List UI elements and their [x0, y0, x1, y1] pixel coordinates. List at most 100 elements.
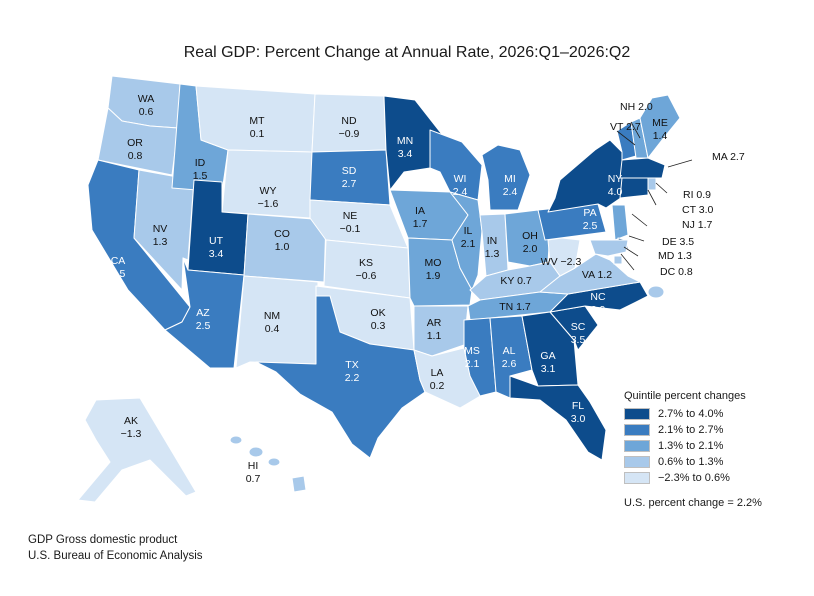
- state-value-wa: 0.6: [139, 106, 154, 118]
- hawaii-island: [248, 446, 264, 458]
- state-value-ia: 1.7: [413, 218, 428, 230]
- state-abbr-or: OR: [127, 137, 143, 149]
- state-value-ca: 2.5: [111, 268, 126, 280]
- state-abbr-nv: NV: [153, 223, 168, 235]
- state-label-dc: DC 0.8: [660, 266, 693, 278]
- hawaii-island: [229, 435, 243, 445]
- coastal-inset-marker: [647, 285, 665, 299]
- state-value-ar: 1.1: [427, 330, 442, 342]
- state-value-co: 1.0: [275, 241, 290, 253]
- state-value-mo: 1.9: [426, 270, 441, 282]
- map-title: Real GDP: Percent Change at Annual Rate,…: [183, 44, 631, 61]
- state-value-id: 1.5: [193, 170, 208, 182]
- state-ar: [413, 305, 469, 357]
- state-ak: [77, 397, 197, 503]
- state-value-al: 2.6: [502, 358, 517, 370]
- state-ct: [619, 177, 649, 199]
- state-abbr-ak: AK: [124, 415, 138, 427]
- state-label-nj: NJ 1.7: [682, 219, 713, 231]
- state-abbr-in: IN: [487, 235, 498, 247]
- state-value-la: 0.2: [430, 380, 445, 392]
- state-abbr-ny: NY: [608, 173, 623, 185]
- legend: Quintile percent changes 2.7% to 4.0% 2.1…: [624, 390, 746, 486]
- state-abbr-ut: UT: [209, 235, 224, 247]
- legend-item: 2.7% to 4.0%: [624, 406, 746, 422]
- hawaii-island: [267, 457, 281, 467]
- state-value-ny: 4.0: [608, 186, 623, 198]
- state-abbr-nm: NM: [264, 310, 280, 322]
- state-abbr-hi: HI: [248, 460, 259, 472]
- state-abbr-mi: MI: [504, 173, 516, 185]
- state-dc: [613, 255, 623, 265]
- state-abbr-pa: PA: [583, 207, 596, 219]
- state-abbr-wa: WA: [138, 93, 155, 105]
- state-label-va: VA 1.2: [582, 269, 612, 281]
- state-md: [589, 239, 629, 257]
- state-abbr-sc: SC: [571, 321, 586, 333]
- state-abbr-ca: CA: [111, 255, 126, 267]
- state-tx: [255, 295, 426, 459]
- state-value-sd: 2.7: [342, 178, 357, 190]
- state-value-tx: 2.2: [345, 372, 360, 384]
- state-abbr-il: IL: [464, 225, 473, 237]
- legend-label: −2.3% to 0.6%: [658, 472, 730, 484]
- state-value-ne: −0.1: [340, 223, 361, 235]
- legend-item: 0.6% to 1.3%: [624, 454, 746, 470]
- legend-swatch: [624, 440, 650, 452]
- state-abbr-ne: NE: [343, 210, 358, 222]
- state-abbr-me: ME: [652, 117, 668, 129]
- state-value-me: 1.4: [653, 130, 668, 142]
- state-abbr-nc: NC: [590, 291, 606, 303]
- state-label-ky: KY 0.7: [500, 275, 531, 287]
- state-label-nh: NH 2.0: [620, 101, 653, 113]
- state-value-wi: 2.4: [453, 186, 468, 198]
- state-fl: [509, 375, 607, 461]
- state-abbr-az: AZ: [196, 307, 210, 319]
- state-shapes: [77, 75, 681, 503]
- state-nm: [235, 275, 319, 369]
- state-ri: [647, 177, 657, 191]
- legend-label: 1.3% to 2.1%: [658, 440, 724, 452]
- state-abbr-al: AL: [503, 345, 516, 357]
- state-value-ut: 3.4: [209, 248, 224, 260]
- state-abbr-oh: OH: [522, 230, 538, 242]
- state-value-or: 0.8: [128, 150, 143, 162]
- legend-label: 2.1% to 2.7%: [658, 424, 724, 436]
- leader-lines: [616, 121, 693, 271]
- state-value-wy: −1.6: [258, 198, 279, 210]
- state-value-ok: 0.3: [371, 320, 386, 332]
- state-value-ms: 2.1: [465, 358, 480, 370]
- state-abbr-id: ID: [195, 157, 206, 169]
- legend-title: Quintile percent changes: [624, 390, 746, 402]
- state-value-ak: −1.3: [121, 428, 142, 440]
- state-abbr-co: CO: [274, 228, 290, 240]
- legend-swatch: [624, 472, 650, 484]
- state-abbr-ga: GA: [540, 350, 555, 362]
- state-abbr-ks: KS: [359, 257, 373, 269]
- state-abbr-fl: FL: [572, 400, 584, 412]
- state-label-tn: TN 1.7: [499, 301, 531, 313]
- state-label-de: DE 3.5: [662, 236, 694, 248]
- state-label-ma: MA 2.7: [712, 151, 745, 163]
- state-label-wv: WV −2.3: [541, 256, 582, 268]
- state-abbr-nd: ND: [341, 115, 357, 127]
- state-value-az: 2.5: [196, 320, 211, 332]
- state-abbr-la: LA: [431, 367, 444, 379]
- state-value-hi: 0.7: [246, 473, 261, 485]
- state-abbr-wy: WY: [260, 185, 277, 197]
- us-percent-change: U.S. percent change = 2.2%: [624, 497, 762, 509]
- state-label-ri: RI 0.9: [683, 189, 711, 201]
- state-value-sc: 3.5: [571, 334, 586, 346]
- state-label-vt: VT 2.7: [610, 121, 641, 133]
- legend-swatch: [624, 408, 650, 420]
- state-value-fl: 3.0: [571, 413, 586, 425]
- footnote-gdp: GDP Gross domestic product: [28, 534, 178, 546]
- state-az: [164, 257, 245, 369]
- state-abbr-tx: TX: [345, 359, 358, 371]
- state-value-ga: 3.1: [541, 363, 556, 375]
- state-hi: [291, 475, 307, 493]
- legend-swatch: [624, 424, 650, 436]
- state-value-in: 1.3: [485, 248, 500, 260]
- state-mn: [383, 95, 449, 191]
